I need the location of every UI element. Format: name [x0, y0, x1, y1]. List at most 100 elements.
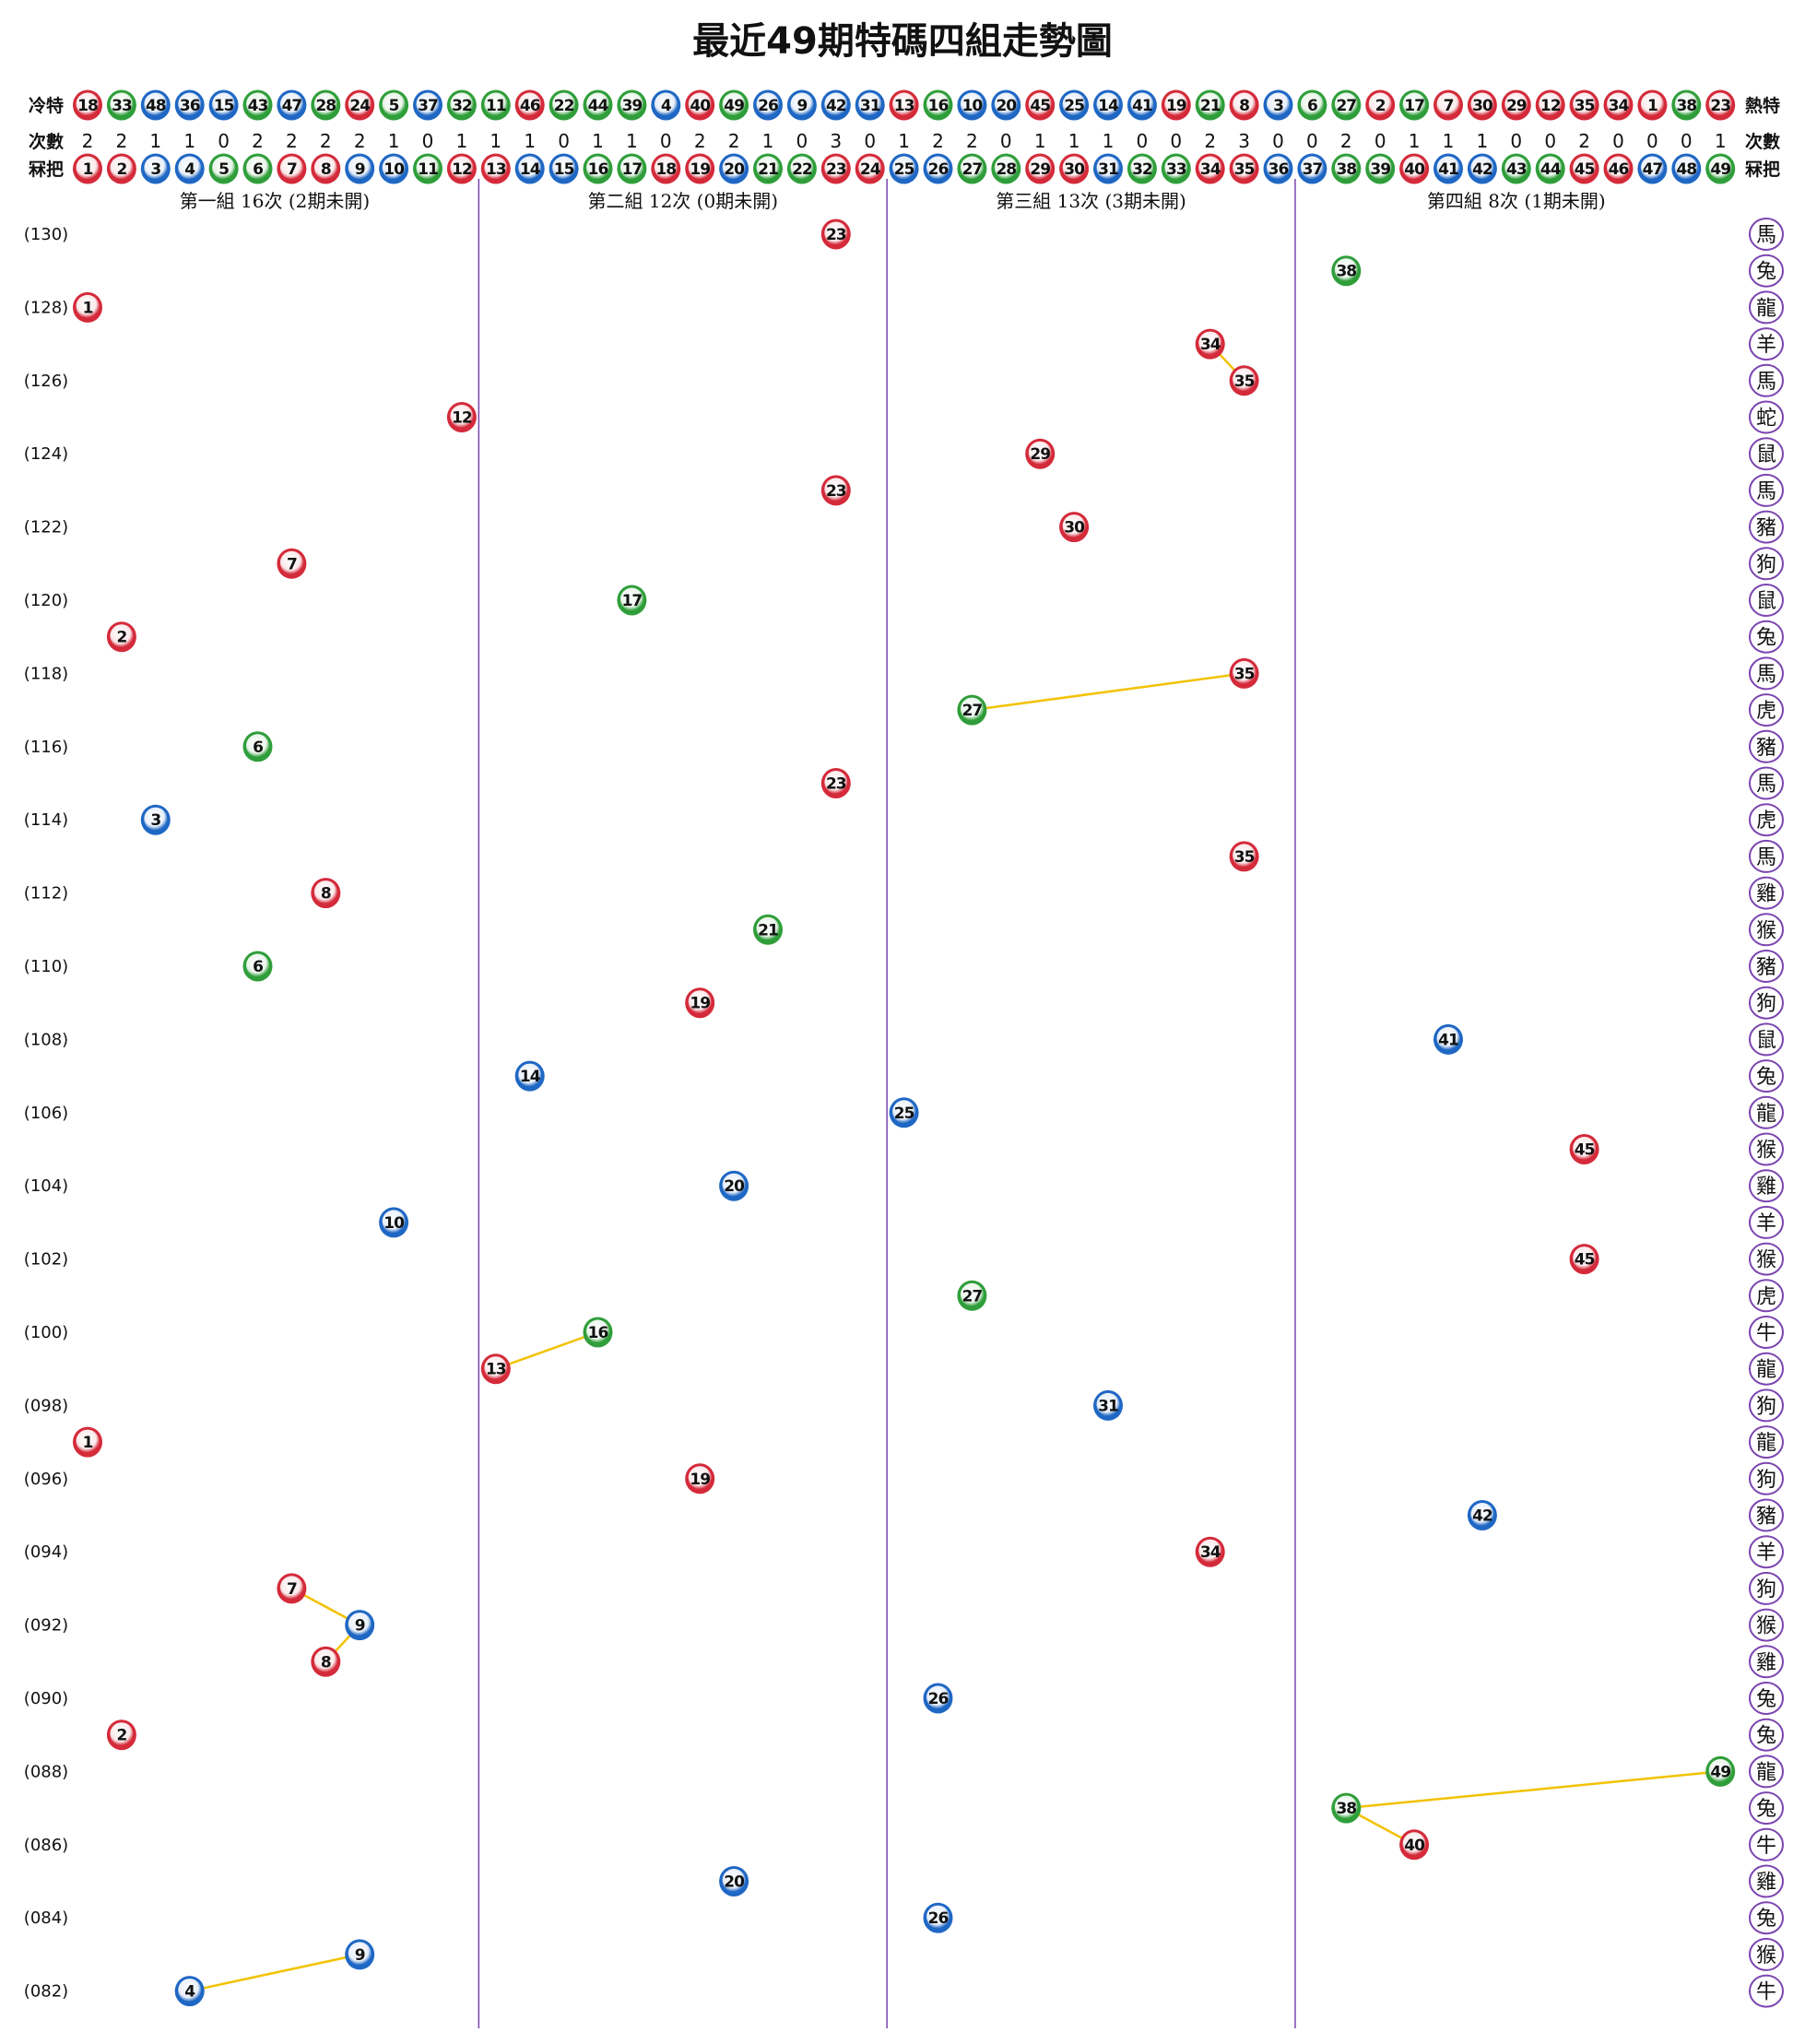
period-label: (086)	[24, 1836, 68, 1855]
data-point-ball: 20	[719, 1866, 749, 1896]
zodiac-label: 豬	[1756, 517, 1776, 540]
data-point-ball: 3	[140, 804, 171, 835]
ball-highlight	[382, 156, 406, 180]
period-label: (088)	[24, 1762, 68, 1781]
ball-highlight	[926, 1685, 950, 1709]
ball-number: 28	[996, 160, 1016, 179]
zodiac-label: 牛	[1756, 1835, 1776, 1858]
cold-hot-ball: 1	[1637, 89, 1668, 121]
count-value: 0	[1612, 130, 1624, 152]
ball-number: 16	[588, 160, 608, 179]
ball-highlight	[1504, 92, 1528, 116]
number-ball: 28	[991, 153, 1021, 184]
period-label: (098)	[24, 1396, 68, 1415]
ball-highlight	[279, 92, 303, 116]
trend-segment	[1346, 1770, 1721, 1810]
trend-segment	[189, 1953, 360, 1992]
data-point-ball: 12	[446, 402, 477, 432]
number-ball: 9	[345, 153, 375, 184]
ball-highlight	[1640, 156, 1664, 180]
ball-number: 8	[321, 160, 331, 179]
count-value: 1	[490, 130, 501, 152]
data-point-ball: 27	[957, 694, 987, 726]
data-point-ball: 14	[514, 1060, 545, 1092]
zodiac-label: 馬	[1756, 480, 1776, 503]
cold-hot-ball: 9	[786, 89, 817, 121]
ball-number: 5	[218, 160, 229, 179]
ball-number: 42	[1472, 1507, 1492, 1526]
count-value: 2	[694, 130, 706, 152]
count-value: 2	[82, 130, 94, 152]
ball-highlight	[76, 156, 100, 180]
zodiac-circle	[1749, 510, 1784, 544]
ball-highlight	[960, 697, 984, 721]
count-value: 2	[728, 130, 740, 152]
ball-number: 9	[355, 1946, 365, 1965]
cold-hot-ball: 44	[583, 89, 613, 121]
ball-highlight	[1436, 1026, 1460, 1050]
ball-number: 2	[1375, 97, 1386, 115]
ball-highlight	[1708, 92, 1732, 116]
ball-number: 35	[1234, 160, 1255, 179]
ball-number: 28	[315, 97, 336, 115]
data-point-ball: 19	[685, 987, 715, 1019]
ball-highlight	[246, 92, 269, 116]
cold-hot-ball: 41	[1127, 89, 1157, 121]
zodiac-label: 鼠	[1756, 590, 1776, 613]
period-label: (094)	[24, 1542, 68, 1562]
ball-highlight	[212, 92, 236, 116]
zodiac-circle	[1749, 656, 1784, 691]
ball-highlight	[688, 1466, 712, 1490]
ball-number: 30	[1064, 160, 1085, 179]
ball-number: 35	[1234, 665, 1255, 683]
ball-number: 45	[1575, 160, 1595, 179]
ball-number: 47	[282, 97, 302, 115]
cold-hot-ball: 31	[855, 89, 885, 121]
ball-number: 23	[1710, 97, 1730, 115]
ball-number: 23	[826, 160, 846, 179]
zodiac-circle	[1749, 1608, 1784, 1642]
zodiac-circle	[1749, 803, 1784, 837]
cold-hot-ball: 22	[549, 89, 579, 121]
ball-number: 34	[1200, 1543, 1221, 1562]
ball-number: 29	[1506, 97, 1527, 115]
cold-hot-ball: 49	[719, 89, 749, 121]
data-point-ball: 7	[277, 548, 307, 579]
data-point-ball: 23	[820, 768, 851, 798]
zodiac-label: 龍	[1756, 1432, 1776, 1455]
ball-highlight	[586, 92, 609, 116]
zodiac-circle	[1749, 693, 1784, 727]
ball-number: 42	[1472, 160, 1492, 179]
zodiac-circle	[1749, 620, 1784, 654]
count-value: 0	[1510, 130, 1522, 152]
ball-highlight	[1096, 1392, 1120, 1416]
ball-number: 2	[116, 160, 126, 179]
ball-highlight	[1708, 156, 1732, 180]
ball-highlight	[144, 92, 168, 116]
cold-hot-ball: 19	[1161, 89, 1191, 121]
number-ball: 20	[719, 153, 749, 184]
data-point-ball: 19	[685, 1463, 715, 1495]
cold-hot-ball: 28	[311, 89, 341, 121]
data-point-ball: 35	[1229, 365, 1259, 396]
zodiac-circle	[1749, 584, 1784, 617]
ball-number: 3	[150, 160, 160, 179]
ball-number: 37	[1303, 160, 1323, 179]
number-ball: 7	[277, 153, 307, 184]
zodiac-circle	[1749, 1901, 1784, 1935]
cold-hot-ball: 47	[277, 89, 307, 121]
number-ball: 31	[1093, 153, 1123, 184]
zodiac-label: 虎	[1756, 809, 1776, 833]
ball-highlight	[1470, 92, 1494, 116]
data-point-ball: 42	[1467, 1500, 1497, 1530]
number-ball: 22	[786, 153, 817, 184]
cold-hot-ball: 10	[957, 89, 987, 121]
cold-hot-ball: 29	[1501, 89, 1531, 121]
ball-highlight	[416, 92, 440, 116]
count-value: 0	[1170, 130, 1182, 152]
ball-number: 19	[690, 1471, 710, 1489]
ball-number: 3	[1273, 97, 1283, 115]
number-ball: 33	[1161, 153, 1191, 184]
ball-highlight	[1096, 92, 1120, 116]
ball-number: 33	[112, 97, 132, 115]
